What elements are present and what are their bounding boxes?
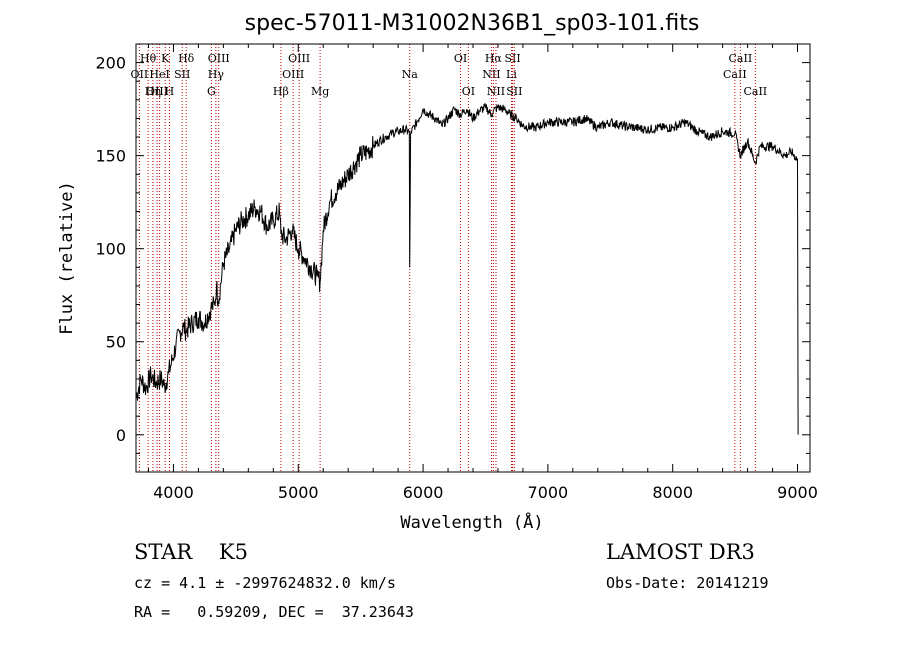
marker-label-3: Hη xyxy=(145,85,161,98)
y-axis-title: Flux (relative) xyxy=(57,181,77,335)
marker-label-5: K xyxy=(161,52,170,65)
y-tick-label-50: 50 xyxy=(106,333,126,352)
obs-date: Obs-Date: 20141219 xyxy=(606,574,769,592)
marker-label-11: OIII xyxy=(208,52,230,65)
plot-frame xyxy=(135,43,811,473)
marker-label-22: SII xyxy=(504,52,520,65)
ra-dec: RA = 0.59209, DEC = 37.23643 xyxy=(134,603,414,621)
marker-label-7: SII xyxy=(174,68,190,81)
marker-label-6: H xyxy=(165,85,175,98)
spectrum-series-line xyxy=(135,103,799,435)
marker-label-1: OII xyxy=(131,68,149,81)
x-tick-label-4000: 4000 xyxy=(153,483,194,502)
marker-label-17: OI xyxy=(454,52,467,65)
marker-label-0: Hθ xyxy=(140,52,157,65)
marker-label-9: G xyxy=(207,85,216,98)
marker-label-8: Hδ xyxy=(178,52,195,65)
marker-label-24: SII xyxy=(506,85,522,98)
y-tick-label-100: 100 xyxy=(95,240,126,259)
marker-label-10: Hγ xyxy=(208,68,225,81)
y-tick-label-150: 150 xyxy=(95,147,126,166)
marker-label-19: NII xyxy=(482,68,500,81)
axis-ticks: 4000 5000 6000 7000 8000 9000 0 50 100 150 200 xyxy=(95,44,818,502)
x-tick-label-5000: 5000 xyxy=(278,483,319,502)
y-tick-label-200: 200 xyxy=(95,54,126,73)
spectral-class: STAR K5 xyxy=(134,540,248,564)
marker-label-25: CaII xyxy=(723,68,747,81)
survey-name: LAMOST DR3 xyxy=(606,540,755,564)
x-tick-label-9000: 9000 xyxy=(777,483,818,502)
spectrum-chart: spec-57011-M31002N36B1_sp03-101.fits Hθ O… xyxy=(57,11,818,533)
marker-label-2: OIII xyxy=(146,85,168,98)
marker-label-15: Mg xyxy=(311,85,329,98)
x-axis-title: Wavelength (Å) xyxy=(400,511,543,533)
cz-value: cz = 4.1 ± -2997624832.0 km/s xyxy=(134,574,396,592)
marker-label-27: CaII xyxy=(743,85,767,98)
marker-label-23: Li xyxy=(506,68,517,81)
x-tick-label-8000: 8000 xyxy=(652,483,693,502)
x-tick-label-6000: 6000 xyxy=(403,483,444,502)
marker-label-20: Hα xyxy=(485,52,503,65)
y-tick-label-0: 0 xyxy=(116,426,126,445)
line-markers: HθOIIOIIIHηHeIKHSIIHδGHγOIIIHβOIIIOIIIMg… xyxy=(131,44,767,472)
marker-label-12: Hβ xyxy=(273,85,289,98)
marker-label-13: OIII xyxy=(282,68,304,81)
marker-label-21: NII xyxy=(487,85,505,98)
marker-label-18: OI xyxy=(462,85,475,98)
marker-label-4: HeI xyxy=(149,68,169,81)
marker-label-14: OIII xyxy=(288,52,310,65)
chart-title: spec-57011-M31002N36B1_sp03-101.fits xyxy=(245,11,700,36)
marker-label-16: Na xyxy=(402,68,419,81)
marker-label-26: CaII xyxy=(729,52,753,65)
x-tick-label-7000: 7000 xyxy=(528,483,569,502)
